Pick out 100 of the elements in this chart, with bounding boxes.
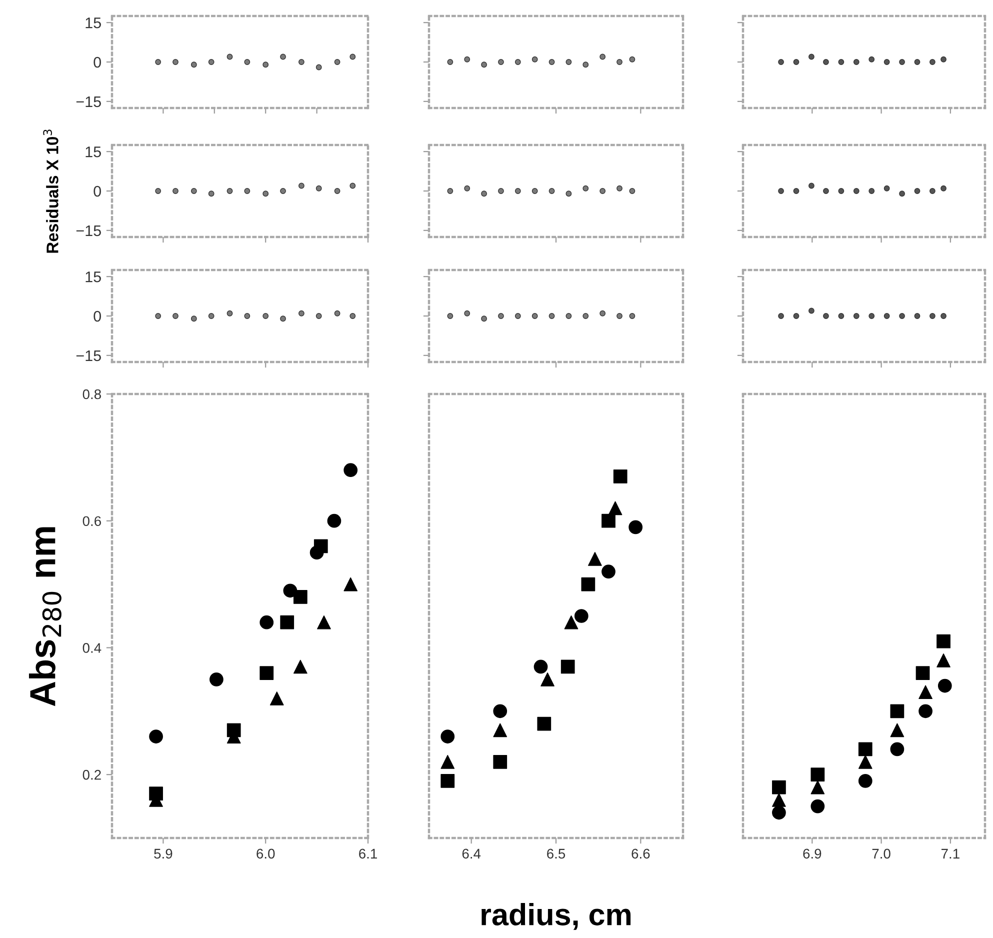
- point: [210, 672, 224, 686]
- point: [280, 54, 286, 60]
- point: [440, 730, 455, 744]
- y-tick-label: 15: [86, 272, 101, 282]
- y-tick-label: −15: [76, 225, 101, 236]
- y-tick-label: 0: [94, 310, 101, 322]
- point: [155, 188, 162, 194]
- point: [327, 514, 342, 528]
- y-axis-title: Abs$_{280}$ nm: [28, 527, 62, 706]
- point: [498, 59, 504, 65]
- point: [930, 188, 936, 194]
- point: [316, 185, 322, 192]
- point: [566, 59, 572, 65]
- point: [172, 59, 178, 65]
- point: [858, 774, 872, 788]
- point: [588, 552, 602, 566]
- x-tick-label: 7.0: [872, 848, 890, 859]
- point: [629, 56, 636, 62]
- point: [350, 182, 356, 189]
- point: [262, 62, 269, 68]
- point: [602, 514, 616, 528]
- point: [534, 660, 548, 674]
- point: [155, 59, 162, 65]
- point: [808, 182, 814, 189]
- point: [317, 615, 331, 630]
- point: [350, 54, 356, 60]
- x-tick-label: 6.0: [256, 848, 275, 859]
- y-tick-label: 15: [86, 18, 101, 28]
- point: [616, 59, 622, 65]
- point: [890, 742, 904, 756]
- point: [149, 730, 163, 744]
- point: [560, 660, 575, 674]
- point: [226, 188, 233, 194]
- point: [772, 793, 786, 807]
- point: [918, 704, 932, 718]
- point: [493, 704, 508, 718]
- point: [823, 188, 829, 194]
- y-axis-title: Residuals X 10$^{3}$: [43, 130, 58, 253]
- point: [440, 774, 455, 788]
- point: [810, 768, 825, 782]
- y-tick-label: 15: [86, 146, 101, 158]
- point: [464, 56, 470, 62]
- x-tick-label: 6.4: [462, 848, 481, 859]
- point: [602, 564, 616, 579]
- point: [793, 188, 800, 194]
- point: [853, 188, 860, 194]
- point: [244, 59, 250, 65]
- point: [334, 59, 340, 65]
- point: [940, 185, 946, 192]
- point: [884, 185, 890, 192]
- point: [868, 188, 875, 194]
- point: [260, 666, 274, 680]
- point: [270, 692, 284, 706]
- point: [548, 59, 555, 65]
- point: [918, 685, 932, 700]
- point: [600, 54, 606, 60]
- point: [938, 678, 952, 693]
- y-tick-label: −15: [76, 350, 101, 362]
- y-tick-label: 0.2: [82, 770, 101, 780]
- point: [293, 660, 308, 674]
- point: [899, 190, 905, 197]
- point: [208, 190, 214, 197]
- point: [858, 742, 872, 756]
- point: [890, 723, 904, 738]
- point: [344, 577, 358, 592]
- point: [314, 539, 328, 554]
- point: [334, 188, 340, 194]
- point: [344, 463, 358, 478]
- point: [564, 615, 578, 630]
- point: [262, 190, 269, 197]
- point: [447, 59, 454, 65]
- x-tick-label: 6.5: [547, 848, 566, 859]
- x-tick-label: 6.9: [803, 848, 822, 859]
- y-tick-label: 0: [94, 186, 101, 197]
- point: [190, 188, 197, 194]
- y-tick-label: 0.6: [82, 516, 101, 526]
- point: [914, 188, 920, 194]
- point: [190, 62, 197, 68]
- point: [172, 188, 178, 194]
- point: [810, 780, 825, 794]
- point: [772, 780, 786, 794]
- point: [810, 799, 825, 814]
- point: [208, 59, 214, 65]
- point: [481, 62, 487, 68]
- point: [440, 754, 455, 769]
- point: [280, 615, 294, 630]
- point: [226, 54, 233, 60]
- x-tick-label: 7.1: [941, 848, 960, 858]
- point: [298, 59, 304, 65]
- point: [858, 754, 872, 769]
- y-tick-label: 0.8: [82, 389, 101, 400]
- point: [316, 64, 322, 70]
- y-tick-label: 0.4: [82, 643, 102, 653]
- x-tick-label: 6.6: [632, 848, 650, 859]
- point: [244, 188, 250, 194]
- point: [838, 188, 844, 194]
- y-tick-label: −15: [76, 96, 101, 108]
- point: [493, 754, 508, 769]
- point: [916, 666, 930, 680]
- point: [298, 182, 304, 189]
